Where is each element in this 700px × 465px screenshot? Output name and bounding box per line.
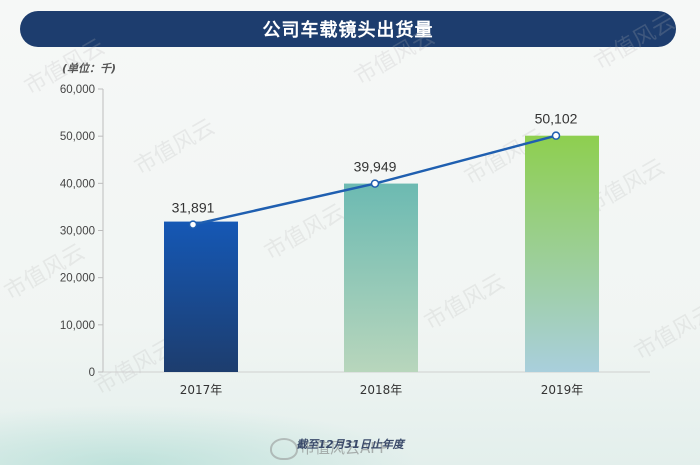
y-tick-label: 60,000 [60, 84, 95, 96]
background-wave [0, 405, 420, 465]
y-tick-label: 20,000 [60, 273, 95, 285]
bar-2018年 [344, 183, 418, 372]
x-tick-label: 2017年 [180, 383, 223, 397]
weibo-icon [270, 438, 298, 460]
unit-note: (单位：千) [62, 62, 117, 75]
value-label: 50,102 [535, 111, 578, 127]
y-tick-label: 40,000 [60, 178, 95, 190]
watermark-text: 市值风云 [351, 25, 440, 91]
chart-title: 公司车载镜头出货量 [262, 20, 434, 41]
x-tick-label: 2018年 [360, 383, 403, 397]
watermark-text: 市值风云 [131, 115, 220, 181]
bar-2017年 [164, 221, 238, 372]
footnote: 截至12月31日止年度 [296, 438, 404, 451]
x-tick-label: 2019年 [541, 383, 584, 397]
bars-group: 2017年 2018年 2019年 [164, 135, 599, 397]
y-tick-label: 10,000 [60, 320, 95, 332]
y-tick-label: 50,000 [60, 131, 95, 143]
value-labels-group: 31,891 39,949 50,102 [172, 111, 578, 216]
watermark-brand: 市值风云APP [300, 439, 389, 457]
trend-point [188, 220, 198, 229]
y-axis: 0 10,000 20,000 30,000 40,000 50,000 60,000 [60, 84, 650, 379]
value-label: 39,949 [354, 159, 397, 175]
value-label: 31,891 [172, 200, 215, 216]
y-tick-label: 0 [89, 367, 95, 379]
title-banner: 公司车载镜头出货量 [20, 11, 676, 47]
watermark-text: 市值风云 [261, 200, 350, 266]
trend-point [370, 179, 380, 188]
watermark-text: 市值风云 [591, 10, 680, 76]
bar-2019年 [525, 135, 599, 372]
trend-point [551, 131, 561, 140]
watermark-text: 市值风云 [421, 270, 510, 336]
y-tick-label: 30,000 [60, 226, 95, 238]
watermark-text: 市值风云 [631, 300, 700, 366]
trend-line-group [188, 131, 561, 229]
